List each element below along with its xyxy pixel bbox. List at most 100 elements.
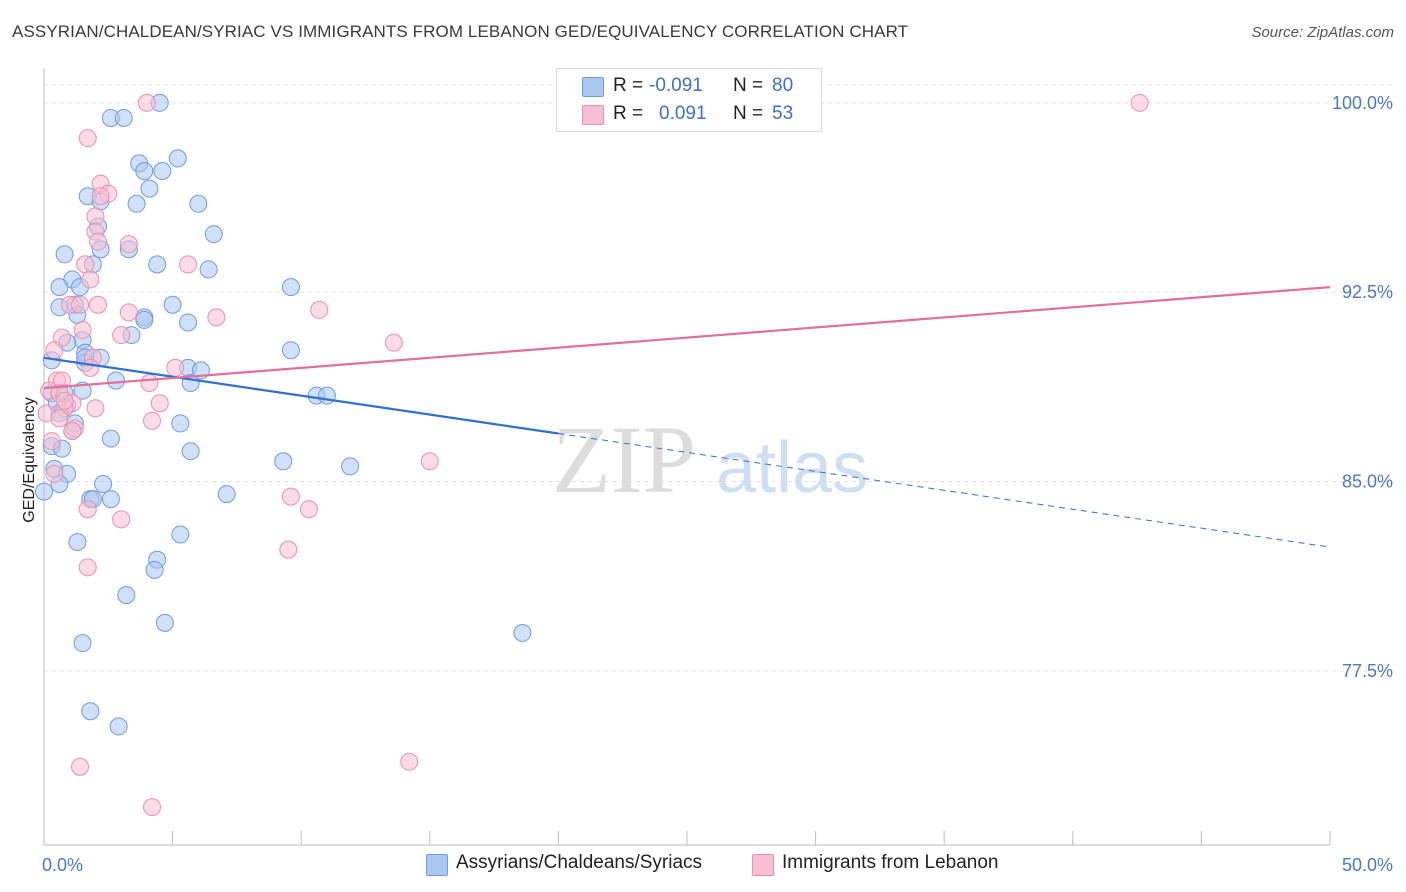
stats-n-label: N = (733, 75, 764, 96)
pink-point (63, 421, 82, 440)
pink-point (71, 757, 90, 776)
blue-point (189, 194, 208, 213)
blue-point (163, 295, 182, 314)
pink-point (1130, 93, 1149, 112)
blue-point (35, 482, 53, 501)
y-tick-labels: 100.0% 92.5% 85.0% 77.5% (1332, 93, 1393, 681)
pink-point (281, 487, 300, 506)
stats-row-blue: R = -0.091 N = 80 (557, 73, 821, 99)
blue-point (148, 255, 167, 274)
stats-swatch-blue (582, 77, 604, 97)
pink-point (310, 300, 329, 319)
pink-point (73, 321, 92, 340)
pink-point (81, 270, 100, 289)
pink-point (143, 798, 162, 817)
blue-point (171, 525, 190, 544)
blue-point (155, 613, 174, 632)
blue-point (101, 429, 120, 448)
blue-point (181, 442, 200, 461)
blue-point (341, 457, 360, 476)
stats-r-value: -0.091 (649, 75, 703, 96)
pink-point (137, 93, 156, 112)
blue-point (94, 475, 113, 494)
pink-point (78, 500, 97, 519)
pink-point (55, 391, 74, 410)
pink-point (119, 235, 138, 254)
blue-point (281, 278, 300, 297)
blue-point (513, 623, 532, 642)
pink-point (207, 308, 226, 327)
data-points (35, 93, 1149, 817)
pink-point (89, 232, 108, 251)
pink-point (78, 129, 97, 148)
pink-point (86, 207, 105, 226)
blue-point (135, 310, 154, 329)
stats-n-value: 53 (772, 103, 794, 124)
legend-swatch-blue (426, 854, 448, 876)
chart-title: ASSYRIAN/CHALDEAN/SYRIAC VS IMMIGRANTS F… (12, 22, 909, 41)
blue-point (140, 179, 159, 198)
x-tick-label: 0.0% (42, 855, 83, 875)
stats-r-label: R = (613, 75, 644, 96)
blue-point (101, 490, 120, 509)
pink-trend-line (43, 286, 1331, 390)
blue-point (204, 225, 223, 244)
blue-point (50, 278, 69, 297)
pink-point (384, 333, 403, 352)
pink-point (112, 326, 131, 345)
stats-row-pink: R = 0.091 N = 53 (557, 101, 821, 127)
y-tick-label: 100.0% (1332, 93, 1393, 113)
blue-point (117, 586, 136, 605)
blue-point (68, 533, 87, 552)
blue-point (109, 717, 128, 736)
pink-point (91, 187, 110, 206)
blue-point (217, 485, 236, 504)
blue-point (281, 341, 300, 360)
blue-point (145, 560, 164, 579)
pink-point (279, 540, 298, 559)
pink-point (150, 394, 169, 413)
blue-point (153, 161, 172, 180)
pink-point (76, 255, 95, 274)
blue-point (107, 371, 126, 390)
watermark-zip: ZIP (552, 406, 696, 513)
stats-n-label: N = (733, 103, 764, 124)
pink-point (42, 432, 61, 451)
pink-point (89, 295, 108, 314)
blue-point (55, 245, 74, 264)
x-tick-label: 50.0% (1342, 855, 1393, 875)
stats-r-value: 0.091 (659, 103, 707, 124)
blue-point (199, 260, 218, 279)
axes (43, 68, 1331, 846)
source-attribution: Source: ZipAtlas.com (1251, 24, 1394, 41)
legend-swatch-pink (752, 854, 774, 876)
blue-point (81, 702, 100, 721)
legend-label: Immigrants from Lebanon (782, 852, 999, 873)
blue-point (168, 149, 187, 168)
pink-point (112, 510, 131, 529)
blue-point (171, 414, 190, 433)
pink-point (179, 255, 198, 274)
pink-point (45, 341, 64, 360)
pink-point (143, 411, 162, 430)
blue-point (135, 161, 154, 180)
stats-n-value: 80 (772, 75, 794, 96)
pink-point (166, 358, 185, 377)
pink-point (140, 374, 159, 393)
pink-point (119, 303, 138, 322)
blue-point (73, 634, 92, 653)
pink-point (45, 464, 64, 483)
legend: Assyrians/Chaldeans/Syriacs Immigrants f… (0, 851, 1406, 877)
blue-point (317, 386, 336, 405)
pink-point (400, 752, 419, 771)
y-tick-label: 77.5% (1342, 661, 1393, 681)
blue-point (127, 194, 146, 213)
pink-point (50, 409, 69, 428)
pink-point (71, 295, 90, 314)
trend-lines (43, 286, 1331, 548)
pink-point (81, 358, 100, 377)
x-tick-labels: 0.0% 50.0% (42, 855, 1393, 875)
pink-point (420, 452, 439, 471)
y-tick-label: 85.0% (1342, 471, 1393, 491)
